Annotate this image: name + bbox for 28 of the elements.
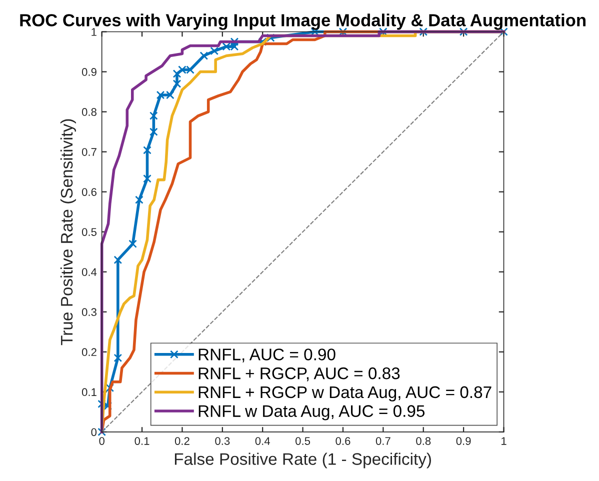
y-tick-label: 0.2 (82, 348, 96, 356)
y-tick-label: 0.9 (82, 68, 96, 76)
legend-label: RNFL w Data Aug, AUC = 0.95 (198, 405, 425, 420)
x-tick-label: 0.1 (134, 437, 150, 445)
x-tick-label: 0.5 (296, 437, 310, 445)
x-tick-label: 0.8 (416, 437, 431, 445)
y-tick-label: 0.6 (82, 188, 96, 196)
y-axis-title: True Positive Rate (Sensitivity) (60, 119, 76, 346)
x-tick-label: 0 (99, 437, 104, 445)
legend-label: RNFL, AUC = 0.90 (198, 348, 336, 362)
y-tick-label: 1 (92, 28, 96, 36)
y-tick-label: 0.3 (82, 308, 96, 316)
legend-label: RNFL + RGCP w Data Aug, AUC = 0.87 (198, 386, 492, 402)
x-tick-label: 0.3 (215, 437, 230, 445)
y-tick-label: 0.1 (82, 388, 96, 396)
y-tick-label: 0.8 (82, 108, 96, 116)
y-tick-label: 0.7 (82, 148, 96, 156)
x-axis-title: False Positive Rate (1 - Specificity) (174, 452, 431, 468)
x-tick-label: 1 (502, 437, 506, 445)
y-tick-label: 0.4 (82, 268, 97, 276)
legend-label: RNFL + RGCP, AUC = 0.83 (198, 367, 400, 382)
x-tick-label: 0.7 (376, 437, 390, 445)
x-tick-label: 0.9 (456, 437, 471, 445)
y-tick-label: 0.5 (82, 228, 97, 236)
x-tick-label: 0.4 (255, 437, 270, 445)
x-tick-label: 0.2 (174, 437, 190, 445)
x-tick-label: 0.6 (336, 437, 350, 445)
y-tick-label: 0 (91, 428, 97, 436)
